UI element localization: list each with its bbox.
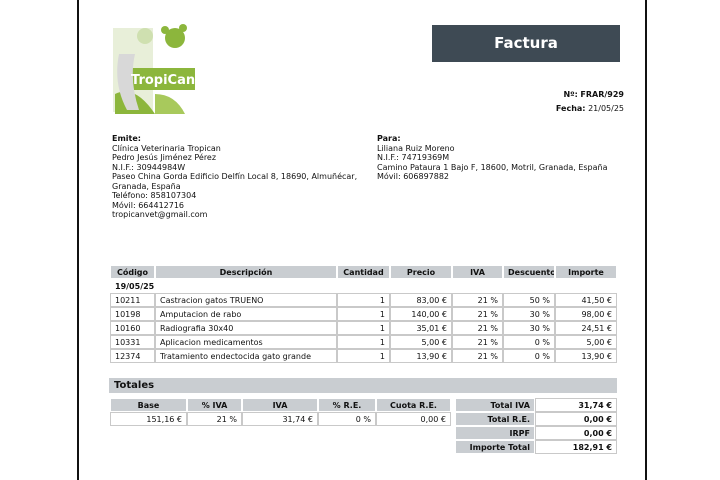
table-cell: 50 % (503, 293, 555, 307)
logo-text: TropiCan (131, 73, 195, 88)
table-cell: 1 (337, 335, 390, 349)
issuer-line: Granada, España (112, 181, 181, 191)
tax-header: Base (110, 398, 187, 412)
table-cell: 140,00 € (390, 307, 452, 321)
page-border (645, 0, 647, 480)
tax-cell: 151,16 € (110, 412, 187, 426)
summary-value: 0,00 € (535, 426, 617, 440)
issuer-line: N.I.F.: 30944984W (112, 162, 186, 172)
issuer-line: Pedro Jesús Jiménez Pérez (112, 153, 217, 162)
table-cell: 1 (337, 349, 390, 363)
recipient-block: Para: Liliana Ruiz Moreno N.I.F.: 7471936… (377, 134, 608, 182)
table-cell: 30 % (503, 321, 555, 335)
column-header: Descuento (503, 265, 555, 279)
table-cell: 21 % (452, 307, 503, 321)
column-header: Descripción (155, 265, 337, 279)
number-label: Nº: (563, 90, 578, 99)
table-cell: Amputacion de rabo (155, 307, 337, 321)
date-label: Fecha: (555, 104, 586, 113)
summary-value: 0,00 € (535, 412, 617, 426)
table-cell: Tratamiento endectocida gato grande (155, 349, 337, 363)
tax-cell: 21 % (187, 412, 242, 426)
summary-value: 182,91 € (535, 440, 617, 454)
tax-header: % R.E. (318, 398, 376, 412)
recipient-line: Móvil: 606897882 (377, 172, 450, 181)
table-cell: 12374 (110, 349, 155, 363)
date-row: 19/05/25 (110, 279, 617, 293)
summary-label: Importe Total (455, 440, 535, 454)
table-cell: 0 % (503, 349, 555, 363)
table-cell: 10331 (110, 335, 155, 349)
table-cell: 24,51 € (555, 321, 617, 335)
column-header: Importe (555, 265, 617, 279)
recipient-line: Camino Pataura 1 Bajo F, 18600, Motril, … (377, 162, 608, 172)
summary-value: 31,74 € (535, 398, 617, 412)
table-cell: 83,00 € (390, 293, 452, 307)
table-cell: 5,00 € (390, 335, 452, 349)
table-cell: 1 (337, 293, 390, 307)
table-cell: 35,01 € (390, 321, 452, 335)
tax-cell: 0,00 € (376, 412, 451, 426)
table-cell: 13,90 € (555, 349, 617, 363)
table-cell: 41,50 € (555, 293, 617, 307)
issuer-line: Paseo China Gorda Edificio Delfín Local … (112, 172, 358, 181)
table-cell: 13,90 € (390, 349, 452, 363)
table-cell: 10198 (110, 307, 155, 321)
column-header: Cantidad (337, 265, 390, 279)
tax-header: Cuota R.E. (376, 398, 451, 412)
invoice-number: FRAR/929 (580, 90, 624, 99)
recipient-label: Para: (377, 134, 401, 143)
table-cell: 1 (337, 307, 390, 321)
issuer-block: Emite: Clínica Veterinaria Tropican Pedro… (112, 134, 357, 220)
column-header: Precio (390, 265, 452, 279)
recipient-line: Liliana Ruiz Moreno (377, 143, 455, 153)
issuer-line: Móvil: 664412716 (112, 200, 185, 210)
issuer-line: Teléfono: 858107304 (112, 191, 197, 200)
table-cell: Radiografia 30x40 (155, 321, 337, 335)
invoice-date: 21/05/25 (588, 104, 624, 113)
table-cell: 10160 (110, 321, 155, 335)
table-cell: 21 % (452, 335, 503, 349)
table-cell: Castracion gatos TRUENO (155, 293, 337, 307)
totals-title: Totales (109, 378, 617, 393)
column-header: Código (110, 265, 155, 279)
column-header: IVA (452, 265, 503, 279)
issuer-label: Emite: (112, 134, 141, 143)
invoice-title: Factura (432, 25, 620, 62)
summary-label: Total R.E. (455, 412, 535, 426)
tax-header: % IVA (187, 398, 242, 412)
table-cell: 10211 (110, 293, 155, 307)
summary-label: Total IVA (455, 398, 535, 412)
tax-cell: 0 % (318, 412, 376, 426)
table-cell: 21 % (452, 293, 503, 307)
invoice-meta: Nº: FRAR/929 Fecha: 21/05/25 (556, 88, 624, 116)
table-cell: 1 (337, 321, 390, 335)
issuer-line: tropicanvet@gmail.com (112, 210, 208, 219)
table-cell: 98,00 € (555, 307, 617, 321)
tax-header: IVA (242, 398, 318, 412)
page-border (77, 0, 79, 480)
tax-cell: 31,74 € (242, 412, 318, 426)
issuer-line: Clínica Veterinaria Tropican (112, 143, 221, 153)
table-cell: 30 % (503, 307, 555, 321)
logo: TropiCan (113, 24, 195, 114)
table-cell: 21 % (452, 321, 503, 335)
table-cell: 5,00 € (555, 335, 617, 349)
summary-label: IRPF (455, 426, 535, 440)
table-cell: 0 % (503, 335, 555, 349)
recipient-line: N.I.F.: 74719369M (377, 153, 450, 162)
table-cell: Aplicacion medicamentos (155, 335, 337, 349)
table-cell: 21 % (452, 349, 503, 363)
